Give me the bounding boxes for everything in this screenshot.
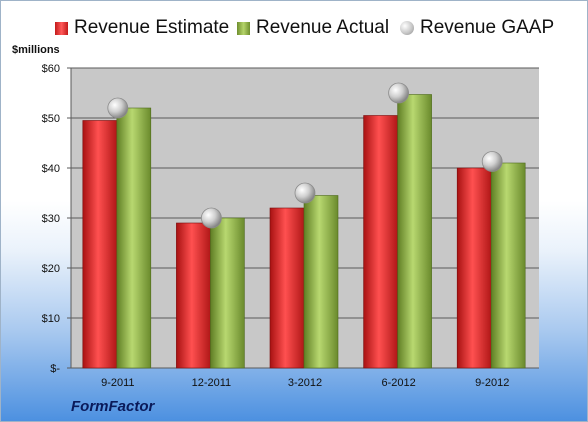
bar-revenue-actual [210, 217, 245, 369]
marker-revenue-gaap [481, 151, 503, 172]
legend-swatch-estimate [55, 21, 68, 35]
company-name: FormFactor [71, 398, 155, 415]
bar-revenue-actual [397, 94, 432, 369]
legend-label-gaap: Revenue GAAP [420, 17, 555, 38]
bar-revenue-actual [116, 107, 152, 369]
x-tick-label: 6-2012 [381, 377, 415, 389]
y-tick-label: $40 [42, 163, 60, 175]
bar-revenue-estimate [269, 207, 305, 369]
x-tick-label: 9-2011 [101, 377, 134, 389]
x-tick-label: 3-2012 [288, 377, 322, 389]
legend-label-estimate: Revenue Estimate [74, 17, 230, 38]
legend-label-actual: Revenue Actual [256, 17, 390, 38]
bar-revenue-actual [303, 195, 339, 369]
legend: Revenue Estimate Revenue Actual Revenue … [0, 14, 588, 42]
bar-revenue-estimate [82, 120, 118, 369]
marker-revenue-gaap [388, 82, 410, 104]
y-tick-label: $- [50, 363, 60, 375]
legend-item-actual: Revenue Actual [237, 14, 389, 42]
y-tick-label: $10 [42, 313, 60, 325]
x-tick-label: 9-2012 [475, 377, 509, 389]
y-tick-label: $30 [42, 213, 60, 225]
y-tick-label: $60 [42, 63, 60, 75]
y-axis-unit-label: $millions [12, 44, 60, 56]
bar-revenue-estimate [363, 115, 398, 369]
legend-swatch-gaap [400, 21, 414, 35]
legend-item-gaap: Revenue GAAP [400, 14, 554, 42]
x-tick-label: 12-2011 [192, 377, 232, 389]
y-tick-label: $20 [42, 263, 60, 275]
marker-revenue-gaap [107, 97, 129, 119]
bar-revenue-estimate [176, 222, 211, 369]
y-tick-label: $50 [42, 113, 60, 125]
bar-revenue-actual [490, 162, 526, 369]
bar-revenue-estimate [456, 167, 492, 369]
marker-revenue-gaap [200, 207, 222, 229]
legend-item-estimate: Revenue Estimate [55, 14, 229, 42]
marker-revenue-gaap [294, 182, 316, 204]
legend-swatch-actual [237, 21, 250, 35]
